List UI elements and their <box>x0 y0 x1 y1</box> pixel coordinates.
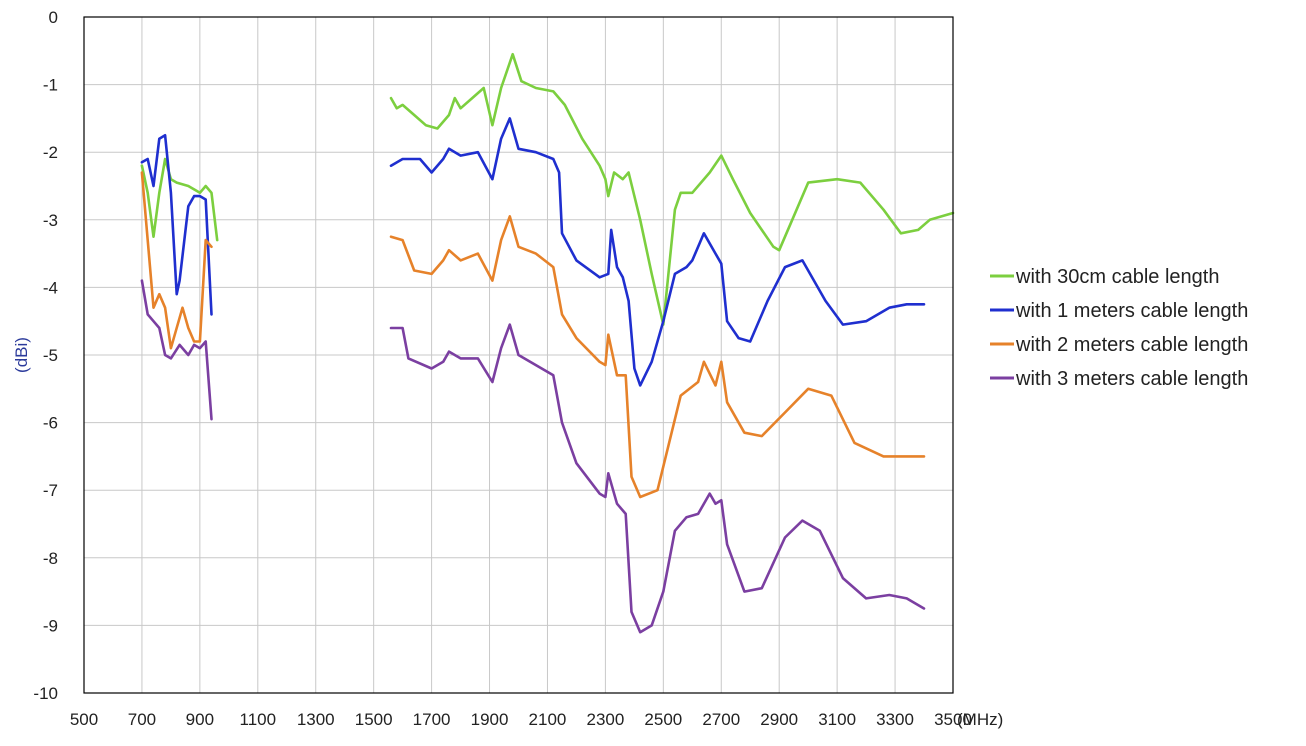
y-tick-label: -9 <box>43 616 58 635</box>
y-tick-label: -6 <box>43 414 58 433</box>
legend-label: with 1 meters cable length <box>1015 300 1248 322</box>
series-segment <box>389 215 926 499</box>
y-tick-label: -2 <box>43 143 58 162</box>
x-tick-label: 1500 <box>355 710 393 729</box>
x-axis-unit-label: (MHz) <box>957 710 1003 729</box>
x-tick-label: 900 <box>186 710 214 729</box>
legend-item: with 30cm cable length <box>990 266 1219 288</box>
y-axis-tick-labels: 0 -1 -2 -3 -4 -5 -6 -7 -8 -9 -10 <box>33 8 58 703</box>
x-tick-label: 1700 <box>413 710 451 729</box>
x-tick-label: 2300 <box>586 710 624 729</box>
x-tick-label: 1300 <box>297 710 335 729</box>
y-tick-label: -1 <box>43 76 58 95</box>
series-line-3 <box>140 171 926 499</box>
x-tick-label: 700 <box>128 710 156 729</box>
x-tick-label: 2100 <box>529 710 567 729</box>
x-tick-label: 2700 <box>702 710 740 729</box>
legend-item: with 3 meters cable length <box>990 368 1248 390</box>
x-axis-tick-labels: 500 700 900 1100 1300 1500 1700 1900 2100 2300 250… <box>70 710 972 729</box>
legend-label: with 2 meters cable length <box>1015 334 1248 356</box>
legend-label: with 30cm cable length <box>1015 266 1219 288</box>
series-segment <box>389 117 926 387</box>
y-tick-label: -5 <box>43 346 58 365</box>
legend-item: with 1 meters cable length <box>990 300 1248 322</box>
series-segment <box>389 323 926 634</box>
x-tick-label: 3100 <box>818 710 856 729</box>
x-tick-label: 3500 <box>934 710 972 729</box>
legend-label: with 3 meters cable length <box>1015 368 1248 390</box>
y-tick-label: -10 <box>33 684 58 703</box>
y-tick-label: 0 <box>49 8 58 27</box>
series-segment <box>140 171 213 350</box>
series-segment <box>140 279 213 421</box>
x-tick-label: 2500 <box>644 710 682 729</box>
series-segment <box>140 157 219 242</box>
x-tick-label: 3300 <box>876 710 914 729</box>
chart-grid <box>83 16 954 694</box>
x-tick-label: 500 <box>70 710 98 729</box>
x-tick-label: 2900 <box>760 710 798 729</box>
x-tick-label: 1900 <box>471 710 509 729</box>
y-tick-label: -4 <box>43 278 58 297</box>
chart-series <box>140 52 955 634</box>
chart-legend: with 30cm cable length with 1 meters cabl… <box>990 266 1248 390</box>
y-tick-label: -3 <box>43 211 58 230</box>
y-tick-label: -7 <box>43 481 58 500</box>
series-segment <box>389 52 955 326</box>
y-tick-label: -8 <box>43 549 58 568</box>
series-line-2 <box>140 117 926 387</box>
x-tick-label: 1100 <box>240 710 277 729</box>
series-line-1 <box>140 52 955 326</box>
y-axis-label: (dBi) <box>12 337 31 373</box>
legend-item: with 2 meters cable length <box>990 334 1248 356</box>
series-line-4 <box>140 279 926 634</box>
plot-area-frame <box>83 16 954 694</box>
series-segment <box>140 134 213 316</box>
